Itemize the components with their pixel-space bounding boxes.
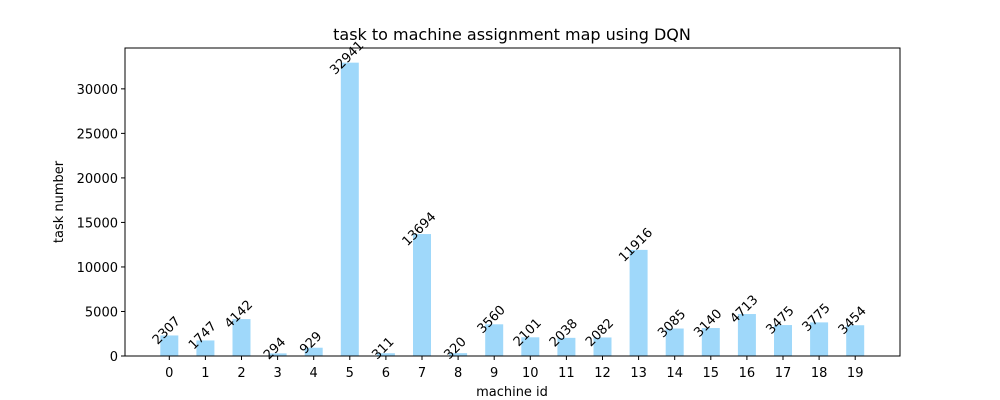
bar-18: [810, 322, 829, 356]
x-tick-label-15: 15: [703, 366, 720, 381]
x-tick-label-18: 18: [811, 366, 828, 381]
x-tick-label-0: 0: [165, 366, 173, 381]
bar-10: [521, 337, 540, 356]
x-tick-label-1: 1: [201, 366, 209, 381]
y-tick-label-15000: 15000: [77, 216, 118, 231]
bar-19: [846, 325, 865, 356]
x-tick-label-12: 12: [594, 366, 611, 381]
y-tick-label-25000: 25000: [77, 127, 118, 142]
x-tick-label-16: 16: [739, 366, 756, 381]
bars-group: [160, 62, 865, 356]
x-tick-label-4: 4: [310, 366, 318, 381]
y-tick-label-20000: 20000: [77, 172, 118, 187]
bar-2: [232, 319, 251, 356]
x-tick-label-8: 8: [454, 366, 462, 381]
y-axis: 0 5000 10000 15000 20000 25000 30000: [77, 83, 125, 365]
x-tick-label-7: 7: [418, 366, 426, 381]
x-tick-label-9: 9: [490, 366, 498, 381]
data-label-3: 294: [261, 335, 289, 363]
bar-11: [557, 337, 576, 356]
data-label-8: 320: [442, 335, 470, 363]
x-tick-label-19: 19: [847, 366, 864, 381]
x-tick-label-13: 13: [630, 366, 647, 381]
bar-5: [340, 62, 359, 356]
x-tick-label-11: 11: [558, 366, 575, 381]
bar-14: [665, 328, 684, 356]
y-tick-label-10000: 10000: [77, 261, 118, 276]
bar-16: [737, 314, 756, 356]
bar-13: [629, 249, 648, 356]
x-tick-label-6: 6: [382, 366, 390, 381]
x-tick-label-14: 14: [666, 366, 683, 381]
bar-0: [160, 335, 179, 356]
y-axis-label: task number: [52, 160, 67, 243]
plot-frame: [124, 47, 901, 357]
bar-1: [196, 340, 215, 356]
x-tick-label-3: 3: [273, 366, 281, 381]
x-tick-label-5: 5: [346, 366, 354, 381]
x-axis: 0 1 2 3 4 5 6 7 8 9 10 11 12 13 14 15 16 17 18 19: [165, 356, 863, 381]
x-tick-label-2: 2: [237, 366, 245, 381]
data-label-6: 311: [369, 335, 397, 363]
x-tick-label-17: 17: [775, 366, 792, 381]
bar-9: [485, 324, 504, 356]
y-tick-label-0: 0: [110, 350, 118, 365]
bar-3: [268, 353, 287, 356]
x-tick-label-10: 10: [522, 366, 539, 381]
bar-4: [304, 347, 323, 356]
bar-17: [774, 325, 792, 356]
y-tick-label-5000: 5000: [85, 305, 118, 320]
bar-15: [701, 328, 720, 356]
x-axis-label: machine id: [476, 385, 548, 400]
y-tick-label-30000: 30000: [77, 83, 118, 98]
bar-7: [413, 234, 431, 356]
chart-title: task to machine assignment map using DQN: [333, 25, 691, 44]
bar-12: [593, 337, 612, 356]
bar-6: [376, 353, 395, 356]
bar-8: [449, 353, 468, 356]
